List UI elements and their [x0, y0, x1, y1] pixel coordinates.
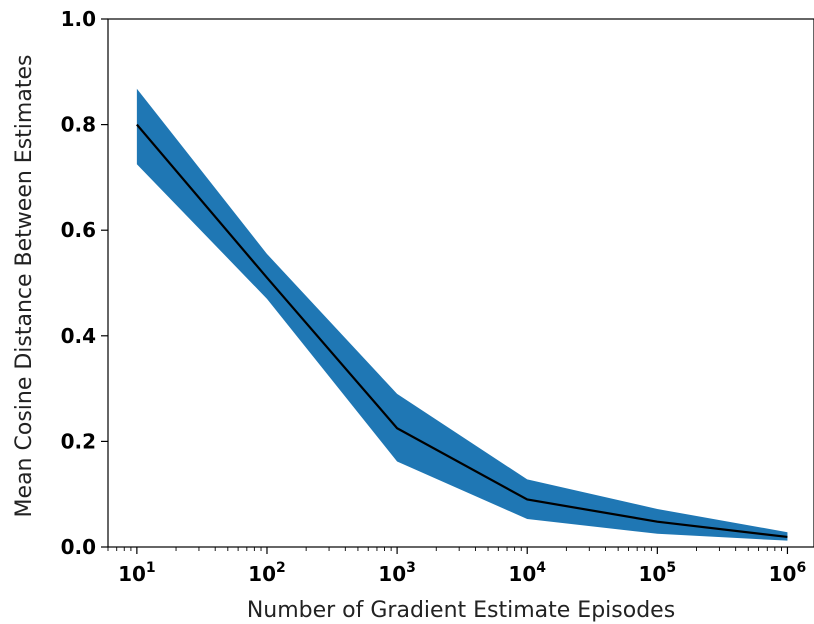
y-tick-label: 0.4: [61, 324, 96, 348]
y-tick-label: 0.6: [61, 218, 96, 242]
x-tick-label: 104: [508, 560, 546, 586]
y-tick-label: 0.0: [61, 535, 96, 559]
y-axis-ticks: 0.0 0.2 0.4 0.6 0.8 1.0: [61, 7, 108, 559]
mean-line-layer: [136, 123, 788, 539]
x-axis-label: Number of Gradient Estimate Episodes: [247, 598, 675, 623]
x-tick-label: 101: [118, 560, 156, 586]
x-tick-label: 106: [769, 560, 807, 586]
plot-frame: [107, 18, 814, 548]
x-tick-label: 102: [248, 560, 286, 586]
y-tick-label: 0.2: [61, 429, 96, 453]
x-axis-ticks: 101 102 103 104 105 106: [107, 547, 807, 586]
mean-line: [136, 123, 788, 539]
confidence-band-layer: [136, 88, 788, 541]
confidence-band: [136, 88, 788, 541]
x-tick-label: 103: [378, 560, 416, 586]
y-axis-label: Mean Cosine Distance Between Estimates: [12, 55, 37, 518]
y-tick-label: 0.8: [61, 113, 96, 137]
x-tick-label: 105: [639, 560, 677, 586]
y-tick-label: 1.0: [61, 7, 96, 31]
